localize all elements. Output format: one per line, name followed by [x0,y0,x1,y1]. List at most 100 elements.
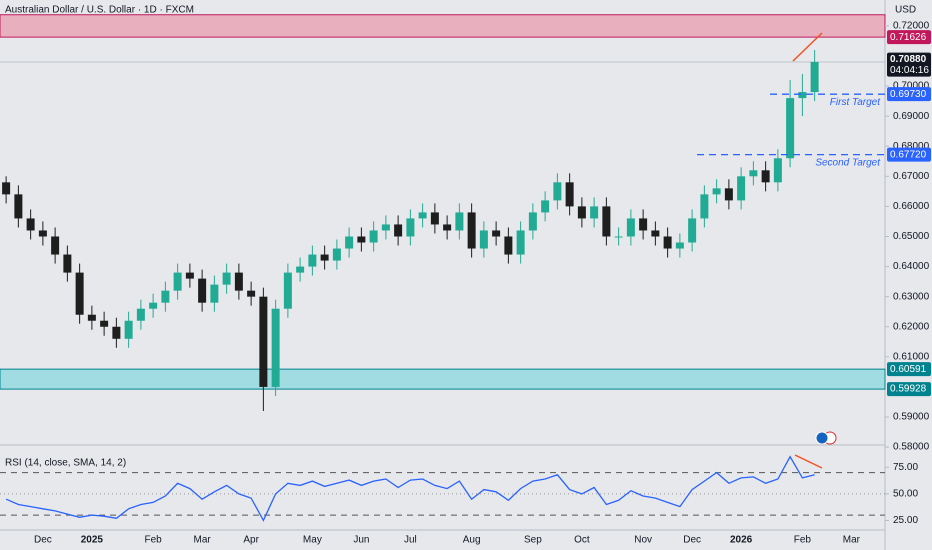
rsi-line [5,455,815,522]
candle-body [161,290,170,303]
x-tick-label: 2026 [730,535,753,546]
x-tick-label: Jun [353,535,369,546]
candle-body [332,248,341,261]
candle-body [2,182,11,195]
x-tick-label: Dec [34,535,52,546]
candle-body [247,290,256,297]
candle-body [63,254,72,273]
x-tick-label: Jul [404,535,417,546]
candle-body [430,212,439,225]
candle-body [626,218,635,237]
candle-body [590,206,599,219]
candle-body [210,284,219,303]
candle-body [516,230,525,255]
candle-body [283,272,292,309]
price-badge [887,362,931,377]
y-tick-label: 0.69000 [893,111,930,122]
price-badge [887,147,931,162]
price-badge-label: 0.69730 [890,89,927,100]
price-badge-label: 0.67720 [890,149,927,160]
candle-body [26,218,35,231]
candle-body [541,200,550,213]
candle-body [651,230,660,237]
x-tick-label: Apr [243,535,259,546]
candle-body [602,206,611,237]
candle-body [528,212,537,231]
y-tick-label: 0.67000 [893,171,930,182]
candle-body [504,236,513,255]
candle-body [296,266,305,273]
candle-body [455,212,464,231]
x-tick-label: Aug [463,535,481,546]
candle-body [185,272,194,279]
candle-body [369,230,378,243]
countdown: 04:04:16 [890,65,929,76]
y-tick-label: 0.70000 [893,81,930,92]
last-price-badge [887,52,931,77]
candle-body [406,218,415,237]
y-tick-label: 0.63000 [893,291,930,302]
price-badge [887,87,931,102]
target-label: First Target [830,97,881,108]
candle-body [75,272,84,315]
y-tick-label: 0.59000 [893,412,930,423]
y-tick-label: 0.72000 [893,21,930,32]
candle-body [418,212,427,219]
candle-body [479,230,488,249]
candle-body [675,242,684,249]
x-tick-label: Mar [843,535,861,546]
x-tick-label: Sep [524,535,542,546]
candle-body [700,194,709,219]
candle-body [798,92,807,99]
candle-body [259,296,268,387]
x-tick-label: Feb [794,535,812,546]
candle-body [198,278,207,303]
candle-body [773,158,782,183]
candle-body [749,170,758,177]
candle-body [271,308,280,387]
price-badge-label: 0.71626 [890,32,927,43]
candle-body [124,320,133,339]
candle-body [234,272,243,291]
candle-body [222,272,231,285]
zone [0,14,886,38]
price-badge [887,382,931,397]
candle-body [443,224,452,231]
candle-body [688,218,697,243]
candle-body [639,218,648,231]
candle-body [786,98,795,159]
y-tick-label: 0.62000 [893,321,930,332]
candle-body [737,176,746,201]
candle-body [51,236,60,255]
candle-body [712,188,721,195]
x-tick-label: 2025 [81,535,104,546]
event-icon[interactable] [815,431,829,445]
x-tick-label: Oct [574,535,590,546]
candle-body [492,230,501,237]
candle-body [394,224,403,237]
y-tick-label: 75.00 [893,462,918,473]
candle-body [345,236,354,249]
y-tick-label: 0.64000 [893,261,930,272]
candle-body [577,206,586,219]
price-badge-label: 0.60591 [890,364,927,375]
candle-body [173,272,182,291]
zone [0,368,886,390]
y-tick-label: 0.61000 [893,351,930,362]
trend-line [792,32,823,62]
candle-body [136,308,145,321]
x-tick-label: Nov [634,535,652,546]
x-tick-label: Feb [145,535,163,546]
x-tick-label: Mar [194,535,212,546]
x-tick-label: Dec [683,535,701,546]
rsi-trend-line [794,454,823,469]
candle-body [663,236,672,249]
candle-body [614,236,623,238]
candle-body [112,326,121,339]
rsi-title: RSI (14, close, SMA, 14, 2) [5,458,126,469]
y-tick-label: 0.68000 [893,141,930,152]
y-tick-label: 50.00 [893,489,918,500]
candle-body [810,61,819,93]
candle-body [761,170,770,183]
